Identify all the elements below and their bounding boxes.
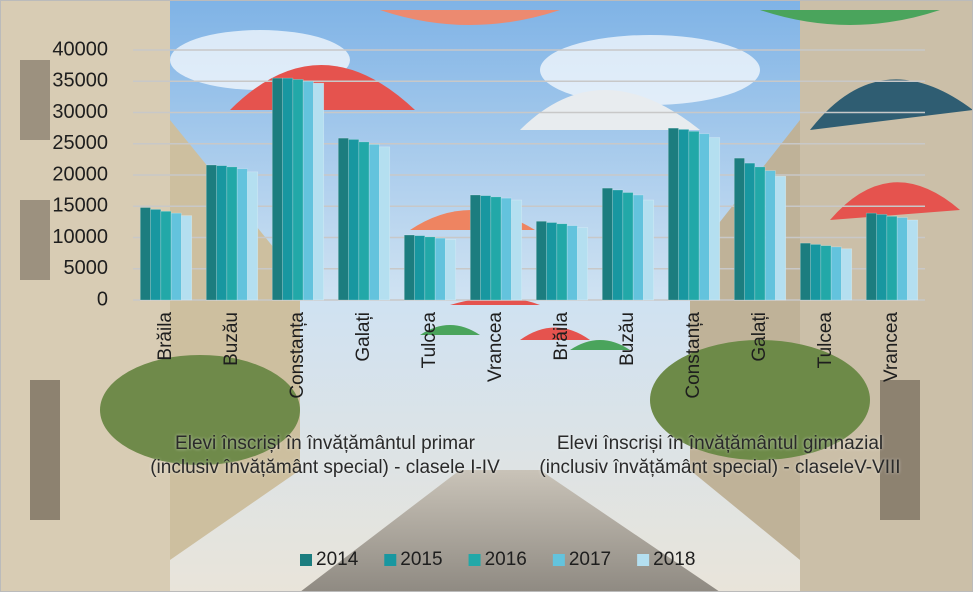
legend-label: 2015 [400,549,442,570]
legend-label: 2014 [316,549,359,570]
bar [511,199,523,301]
bar [865,212,877,301]
bar [841,248,853,301]
bar [226,166,238,301]
bar [181,215,193,301]
legend-swatch [384,554,397,566]
legend-swatch [552,554,565,566]
bar [566,225,578,301]
group-label: Elevi înscriși în învățământul gimnazial… [539,433,901,478]
bar [556,223,568,301]
bar [500,197,512,301]
x-tick-label: Buzău [617,312,638,366]
bar [709,137,721,301]
x-tick-label: Brăila [551,312,572,361]
bar [820,245,832,301]
legend-label: 2018 [653,549,695,570]
bar [612,189,624,301]
bar [302,80,314,301]
bar [480,195,492,301]
y-tick-label: 25000 [52,132,108,154]
x-tick-label: Galați [353,312,374,362]
x-tick-label: Brăila [155,312,176,361]
bar [876,214,888,301]
x-tick-label: Tulcea [419,312,440,369]
bar [469,194,481,301]
group-label: Elevi înscriși în învățământul primar (i… [150,433,500,478]
x-tick-label: Vrancea [881,312,902,382]
y-tick-label: 20000 [52,163,108,185]
bar [830,246,842,301]
x-tick-label: Constanța [287,312,308,399]
bar [622,192,634,301]
bar [216,165,228,301]
y-tick-label: 30000 [52,101,108,123]
bar [667,127,679,301]
bar [754,166,766,301]
bar [337,137,349,301]
bar [643,199,655,301]
bar [358,141,370,301]
x-tick-label: Constanța [683,312,704,399]
y-tick-label: 35000 [52,70,108,92]
bar [424,236,436,301]
bar [368,144,380,301]
bar [601,187,613,301]
bar [907,219,919,301]
bar [403,234,415,301]
legend-swatch [637,554,650,566]
bar [810,244,822,301]
bar [271,77,283,301]
bar [379,146,391,301]
bar [688,130,700,301]
bar [282,77,294,301]
x-tick-label: Tulcea [815,312,836,369]
bar [896,217,908,301]
bar [733,157,745,301]
legend-swatch [300,554,312,566]
bar [348,139,360,301]
bar [886,215,898,301]
bar [775,175,787,301]
y-tick-label: 15000 [52,195,108,217]
bar [160,210,172,301]
bar [744,162,756,301]
bar [445,239,457,301]
x-tick-label: Galați [749,312,770,362]
y-tick-label: 0 [97,288,108,310]
bar [535,220,547,301]
legend-swatch [468,554,481,566]
bar [139,207,151,301]
bar [247,171,259,301]
bar [678,129,690,301]
bar [150,209,162,301]
bar [546,222,558,301]
bar [698,133,710,301]
legend-label: 2017 [569,549,611,570]
legend-label: 2016 [485,549,527,570]
bar [313,82,325,301]
bar [764,170,776,301]
bar [236,168,248,301]
bar [632,194,644,301]
bar [577,227,589,301]
y-tick-label: 40000 [52,38,108,60]
bar [490,196,502,301]
x-tick-label: Vrancea [485,312,506,382]
x-tick-label: Buzău [221,312,242,366]
y-tick-label: 5000 [64,257,109,279]
bar [292,79,304,301]
bar [434,237,446,301]
bar [414,235,426,301]
bar [799,242,811,301]
y-tick-label: 10000 [52,226,108,248]
bar [205,164,217,301]
bar [170,212,182,301]
